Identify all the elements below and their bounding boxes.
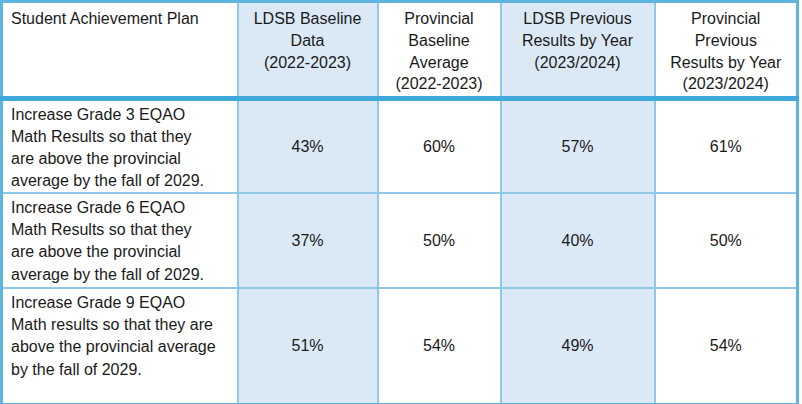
value-cell: 60% [378,99,501,194]
goal-cell: Increase Grade 9 EQAO Math results so th… [2,288,238,404]
value-cell: 37% [238,193,378,288]
goal-cell: Increase Grade 6 EQAO Math Results so th… [2,193,238,288]
value-cell: 43% [238,99,378,194]
value-cell: 51% [238,288,378,404]
value-cell: 61% [655,99,798,194]
table-row-grade-9: Increase Grade 9 EQAO Math results so th… [2,288,798,404]
column-header-provincial-previous-results: Provincial Previous Results by Year (202… [655,2,798,99]
value-cell: 54% [378,288,501,404]
column-header-ldsb-previous-results: LDSB Previous Results by Year (2023/2024… [501,2,655,99]
document-page: Student Achievement Plan LDSB Baseline D… [0,0,802,404]
value-cell: 57% [501,99,655,194]
table-row-grade-6: Increase Grade 6 EQAO Math Results so th… [2,193,798,288]
value-cell: 50% [378,193,501,288]
value-cell: 40% [501,193,655,288]
header-row: Student Achievement Plan LDSB Baseline D… [2,2,798,99]
table-row-grade-3: Increase Grade 3 EQAO Math Results so th… [2,99,798,194]
value-cell: 50% [655,193,798,288]
student-achievement-plan-table: Student Achievement Plan LDSB Baseline D… [0,0,799,404]
value-cell: 54% [655,288,798,404]
header-student-achievement-plan: Student Achievement Plan [2,2,238,99]
column-header-provincial-baseline-average: Provincial Baseline Average (2022-2023) [378,2,501,99]
goal-cell: Increase Grade 3 EQAO Math Results so th… [2,99,238,194]
column-header-ldsb-baseline-data: LDSB Baseline Data (2022-2023) [238,2,378,99]
value-cell: 49% [501,288,655,404]
